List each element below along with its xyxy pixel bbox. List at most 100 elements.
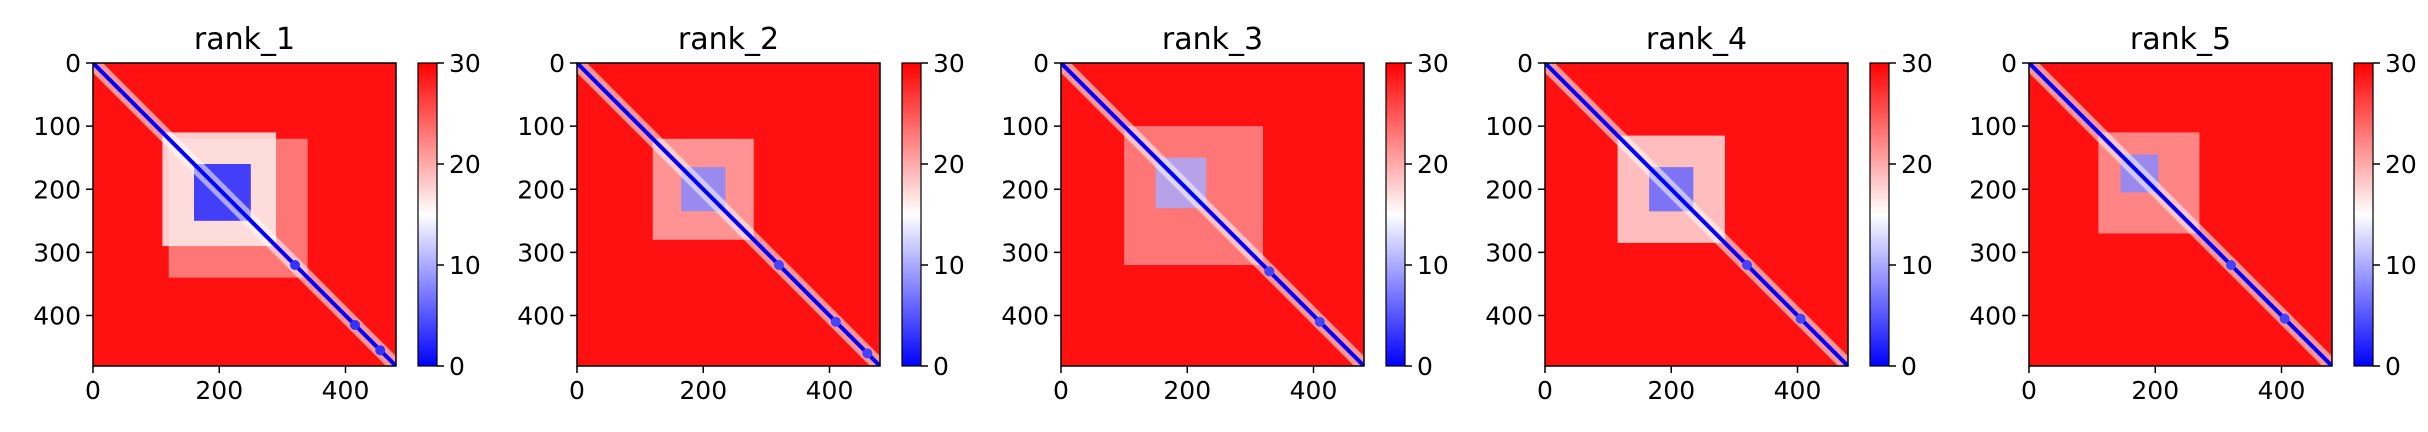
diagonal-node [349, 319, 360, 330]
y-tick-label: 0 [65, 49, 81, 78]
y-tick-label: 200 [1969, 175, 2017, 204]
heatmap-rank_1 [93, 63, 396, 366]
colorbar-tick-label: 30 [1901, 49, 1933, 78]
colorbar-tick-label: 20 [2385, 150, 2417, 179]
colorbar-tick-label: 0 [1417, 352, 1433, 381]
colorbar-tick-label: 0 [449, 352, 465, 381]
heatmap-rank_4 [1545, 63, 1848, 366]
y-tick-label: 400 [33, 302, 81, 331]
x-tick-label: 400 [1774, 376, 1822, 405]
x-tick-label: 200 [1163, 376, 1211, 405]
diagonal-node [830, 316, 841, 327]
axes-frame [1544, 62, 1849, 367]
heatmap-rank_2 [577, 63, 880, 366]
colorbar-tick-label: 30 [1417, 49, 1449, 78]
y-tick-label: 0 [1517, 49, 1533, 78]
colorbar [417, 62, 438, 367]
x-tick-label: 400 [2258, 376, 2306, 405]
y-tick-label: 100 [1001, 112, 1049, 141]
colorbar-tick-label: 10 [1901, 251, 1933, 280]
diagonal-node [1795, 313, 1806, 324]
x-tick-label: 200 [679, 376, 727, 405]
colorbar [2353, 62, 2374, 367]
y-tick-label: 200 [1485, 175, 1533, 204]
x-tick-label: 200 [195, 376, 243, 405]
y-tick-label: 300 [1485, 238, 1533, 267]
colorbar-tick-label: 0 [933, 352, 949, 381]
colorbar-tick-label: 10 [449, 251, 481, 280]
colorbar [1869, 62, 1890, 367]
y-tick-label: 0 [1033, 49, 1049, 78]
axes-frame [92, 62, 397, 367]
y-tick-label: 400 [1485, 302, 1533, 331]
y-tick-label: 200 [1001, 175, 1049, 204]
panel-title: rank_3 [1162, 22, 1263, 57]
y-tick-label: 0 [2001, 49, 2017, 78]
panel-title: rank_4 [1646, 22, 1747, 57]
heatmap-rank_5 [2029, 63, 2332, 366]
y-tick-label: 200 [517, 175, 565, 204]
colorbar-tick-label: 30 [2385, 49, 2417, 78]
x-tick-label: 400 [806, 376, 854, 405]
x-tick-label: 0 [85, 376, 101, 405]
colorbar-tick-label: 30 [449, 49, 481, 78]
diagonal-node [1314, 316, 1325, 327]
panel-rank_5: rank_5 0 200 400 0 100 200 300 400 0 10 20 30 [1969, 22, 2417, 405]
diagonal-node [2279, 313, 2290, 324]
diagonal-node [375, 345, 386, 356]
panel-title: rank_5 [2130, 22, 2231, 57]
heatmap-rank_3 [1061, 63, 1364, 366]
colorbar-tick-label: 10 [2385, 251, 2417, 280]
x-tick-label: 400 [1290, 376, 1338, 405]
y-tick-label: 100 [33, 112, 81, 141]
diagonal-line [93, 63, 396, 366]
diagonal-node [1264, 266, 1275, 277]
colorbar-tick-label: 20 [449, 150, 481, 179]
x-tick-label: 400 [322, 376, 370, 405]
y-tick-label: 300 [33, 238, 81, 267]
diagonal-node [1742, 260, 1752, 270]
panel-title: rank_2 [678, 22, 779, 57]
diagonal-line [577, 63, 880, 366]
panel-rank_3: rank_3 0 200 400 0 100 200 300 400 0 10 20 30 [1001, 22, 1449, 405]
y-tick-label: 200 [33, 175, 81, 204]
colorbar-tick-label: 10 [1417, 251, 1449, 280]
diagonal-node [862, 348, 873, 359]
diagonal-line [1061, 63, 1364, 366]
colorbar-tick-label: 20 [1901, 150, 1933, 179]
colorbar-tick-label: 0 [1901, 352, 1917, 381]
panel-rank_1: rank_1 0 200 400 0 100 200 300 400 0 10 20 30 [33, 22, 481, 405]
axes-frame [576, 62, 881, 367]
y-tick-label: 100 [1969, 112, 2017, 141]
colorbar-tick-label: 20 [1417, 150, 1449, 179]
diagonal-node [2226, 260, 2236, 270]
y-tick-label: 300 [1001, 238, 1049, 267]
y-tick-label: 400 [517, 302, 565, 331]
x-tick-label: 200 [2131, 376, 2179, 405]
x-tick-label: 0 [569, 376, 585, 405]
y-tick-label: 0 [549, 49, 565, 78]
diagonal-node [290, 260, 300, 270]
axes-frame [2028, 62, 2333, 367]
x-tick-label: 0 [1537, 376, 1553, 405]
colorbar-tick-label: 10 [933, 251, 965, 280]
y-tick-label: 300 [517, 238, 565, 267]
y-tick-label: 300 [1969, 238, 2017, 267]
x-tick-label: 200 [1647, 376, 1695, 405]
y-tick-label: 400 [1969, 302, 2017, 331]
colorbar-tick-label: 20 [933, 150, 965, 179]
colorbar [1385, 62, 1406, 367]
panel-rank_2: rank_2 0 200 400 0 100 200 300 400 0 10 20 30 [517, 22, 965, 405]
y-tick-label: 100 [517, 112, 565, 141]
y-tick-label: 100 [1485, 112, 1533, 141]
axes-frame [1060, 62, 1365, 367]
y-tick-label: 400 [1001, 302, 1049, 331]
panel-rank_4: rank_4 0 200 400 0 100 200 300 400 0 10 20 30 [1485, 22, 1933, 405]
colorbar [901, 62, 922, 367]
panel-title: rank_1 [194, 22, 295, 57]
colorbar-tick-label: 30 [933, 49, 965, 78]
x-tick-label: 0 [1053, 376, 1069, 405]
diagonal-node [774, 260, 784, 270]
x-tick-label: 0 [2021, 376, 2037, 405]
